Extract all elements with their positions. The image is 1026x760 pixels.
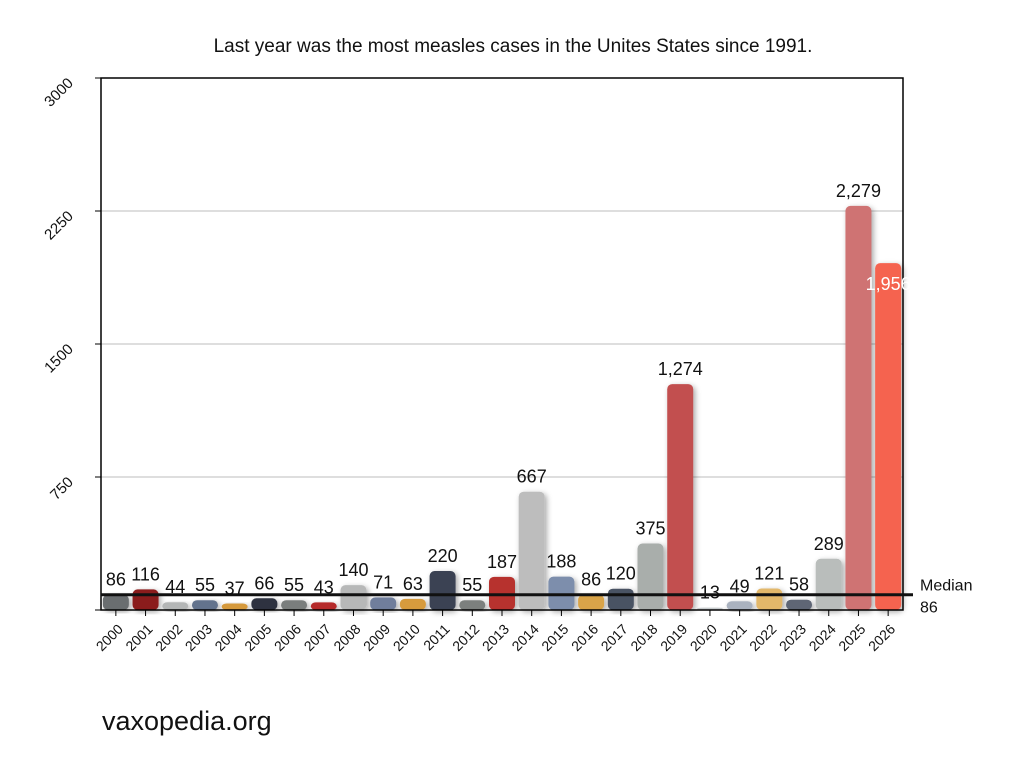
bar-value-label: 1,274: [658, 359, 703, 379]
bar: [310, 602, 337, 610]
bar-value-label: 66: [254, 573, 274, 593]
bar-value-label: 188: [546, 552, 576, 572]
bar: [459, 600, 486, 610]
x-tick-label: 2000: [93, 621, 126, 654]
x-tick-label: 2022: [746, 621, 779, 654]
source-watermark: vaxopedia.org: [102, 706, 272, 736]
bar: [102, 594, 129, 610]
x-tick-label: 2008: [330, 621, 363, 654]
x-tick-label: 2013: [479, 621, 512, 654]
y-tick-label: 3000: [41, 75, 77, 111]
bar-value-label: 13: [700, 583, 720, 603]
x-tick-label: 2009: [360, 621, 393, 654]
bar: [667, 384, 694, 610]
x-tick-label: 2002: [152, 621, 185, 654]
bar: [756, 588, 783, 610]
bar-chart: 750 1500 2250 3000 86 2000 116 2001 44 2002 55 2003…: [41, 75, 972, 654]
axes: [95, 77, 913, 616]
bar-value-label: 1,956: [866, 274, 911, 294]
bar: [578, 594, 605, 610]
bar: [518, 491, 545, 610]
bar: [251, 598, 278, 610]
x-tick-label: 2001: [122, 621, 155, 654]
x-tick-label: 2010: [390, 621, 423, 654]
bar: [637, 543, 664, 610]
x-tick-label: 2018: [627, 621, 660, 654]
bar: [132, 589, 159, 610]
x-tick-label: 2014: [508, 621, 541, 654]
y-tick-label: 2250: [41, 208, 77, 244]
bar-value-label: 116: [131, 564, 160, 584]
bar: [815, 558, 842, 610]
x-tick-label: 2020: [687, 621, 720, 654]
bar-value-label: 86: [106, 570, 126, 590]
x-tick-label: 2019: [657, 621, 690, 654]
bar-value-label: 44: [165, 577, 185, 597]
y-tick-label: 750: [47, 474, 77, 504]
median-value-label: 86: [920, 600, 938, 617]
bar-value-label: 140: [338, 560, 368, 580]
x-tick-label: 2007: [301, 621, 334, 654]
bar: [370, 597, 397, 610]
bar-value-label: 49: [730, 576, 750, 596]
bar: [726, 601, 753, 610]
bar: [429, 570, 456, 610]
x-tick-label: 2024: [806, 621, 839, 654]
bar-value-label: 71: [373, 572, 393, 592]
x-tick-label: 2026: [865, 621, 898, 654]
bar-value-label: 37: [225, 578, 245, 598]
bar: [607, 588, 634, 610]
bar-value-label: 120: [606, 564, 636, 584]
bar-value-label: 55: [462, 575, 482, 595]
bar: [162, 602, 189, 610]
bar-value-label: 121: [754, 564, 784, 584]
bar-value-label: 63: [403, 574, 423, 594]
x-tick-label: 2006: [271, 621, 304, 654]
bar: [281, 600, 308, 610]
x-tick-label: 2004: [211, 621, 244, 654]
chart-title: Last year was the most measles cases in …: [213, 36, 813, 57]
x-tick-label: 2011: [420, 621, 453, 654]
bar: [221, 603, 248, 610]
bar: [340, 585, 367, 610]
x-tick-label: 2025: [835, 621, 868, 654]
median-label: Median: [920, 578, 972, 595]
bar-value-label: 375: [635, 519, 665, 539]
gridlines: [101, 77, 903, 478]
bar-value-label: 58: [789, 575, 809, 595]
x-tick-label: 2012: [449, 621, 482, 654]
bar-value-label: 2,279: [836, 181, 881, 201]
bar-value-label: 220: [428, 546, 458, 566]
x-tick-label: 2023: [776, 621, 809, 654]
bar: [786, 599, 813, 610]
bars: [102, 205, 902, 610]
y-tick-label: 1500: [41, 341, 77, 377]
bar: [399, 598, 426, 610]
x-tick-label: 2005: [241, 621, 274, 654]
bar-value-label: 667: [517, 467, 547, 487]
bar-value-label: 55: [195, 575, 215, 595]
bar-value-label: 86: [581, 570, 601, 590]
bar: [845, 205, 872, 610]
bar-value-label: 289: [814, 534, 844, 554]
x-tick-label: 2003: [182, 621, 215, 654]
x-tick-label: 2017: [598, 621, 631, 654]
x-tick-label: 2016: [568, 621, 601, 654]
bar-value-label: 187: [487, 552, 517, 572]
x-tick-label: 2015: [538, 621, 571, 654]
bar-value-label: 55: [284, 575, 304, 595]
bar: [875, 263, 902, 610]
x-tick-label: 2021: [716, 621, 749, 654]
bar: [191, 600, 218, 610]
bar-value-label: 43: [314, 577, 334, 597]
